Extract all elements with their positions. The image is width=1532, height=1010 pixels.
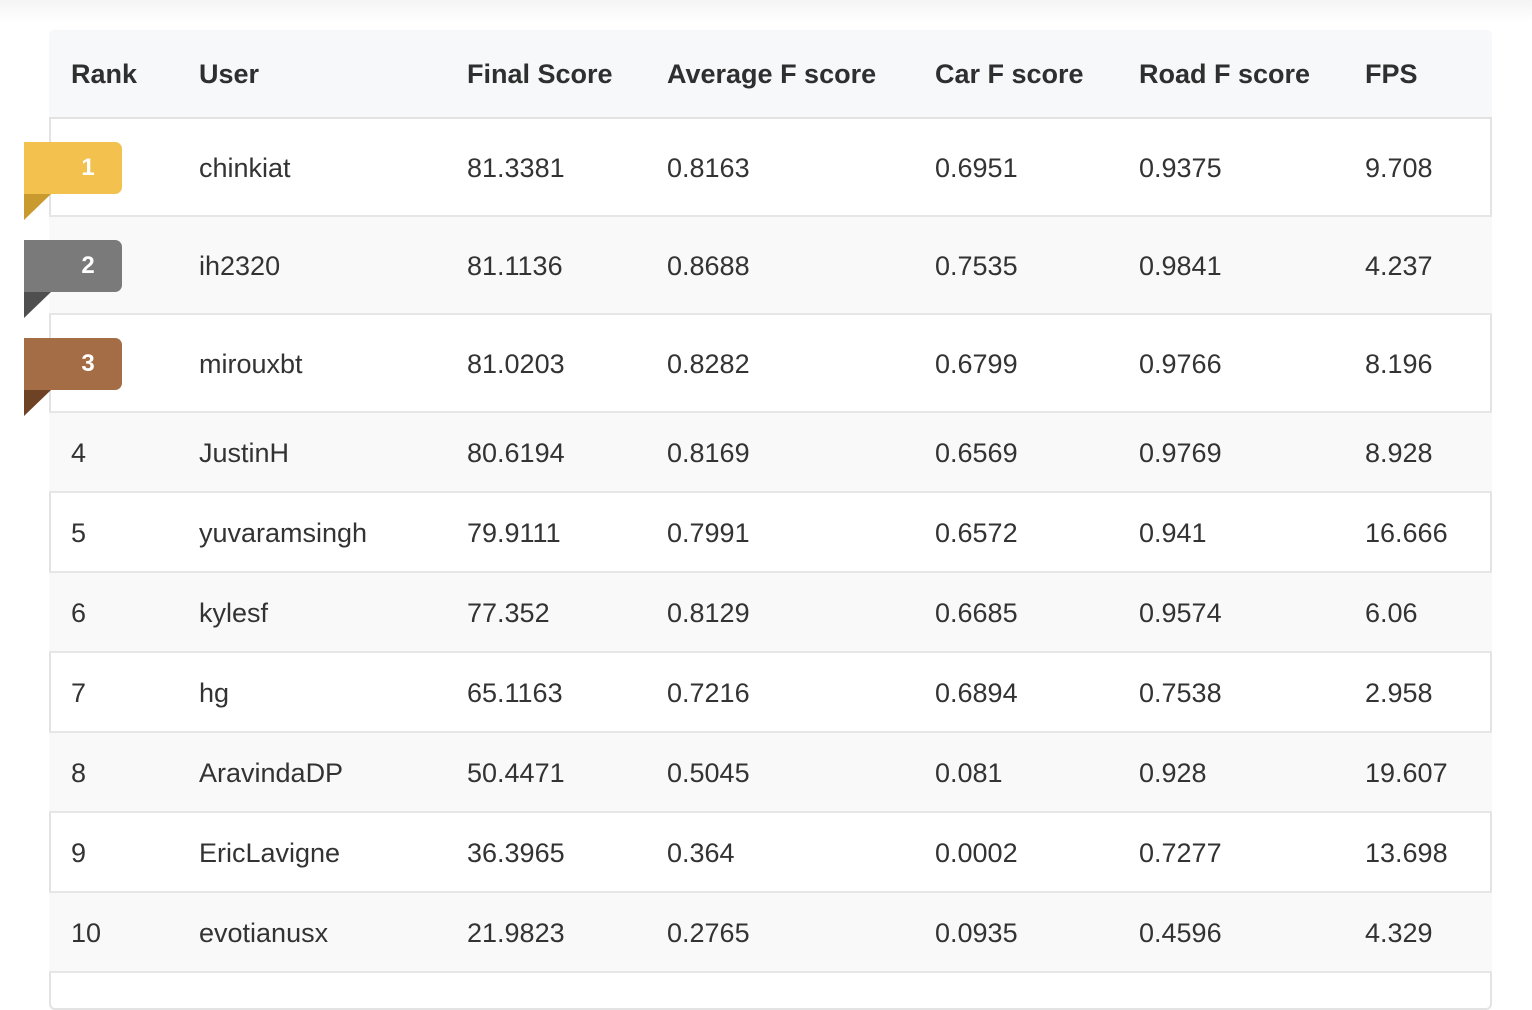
rank-medal-badge: 3 [24, 338, 122, 390]
rank-cell: 6 [71, 598, 87, 628]
average-f-score-cell: 0.8282 [667, 349, 750, 379]
car-f-score-cell: 0.6685 [935, 598, 1018, 628]
table-row: 4 JustinH 80.6194 0.8169 0.6569 0.9769 8.928 [49, 413, 1492, 493]
header-car-f-score[interactable]: Car F score [935, 59, 1084, 89]
table-row: 6 kylesf 77.352 0.8129 0.6685 0.9574 6.06 [49, 573, 1492, 653]
average-f-score-cell: 0.8129 [667, 598, 750, 628]
fps-cell: 8.928 [1365, 438, 1433, 468]
car-f-score-cell: 0.6894 [935, 678, 1018, 708]
final-score-cell: 81.1136 [467, 251, 563, 281]
car-f-score-cell: 0.6799 [935, 349, 1018, 379]
average-f-score-cell: 0.7216 [667, 678, 750, 708]
road-f-score-cell: 0.941 [1139, 518, 1207, 548]
car-f-score-cell: 0.6569 [935, 438, 1018, 468]
final-score-cell: 50.4471 [467, 758, 565, 788]
header-rank[interactable]: Rank [71, 59, 138, 89]
final-score-cell: 81.0203 [467, 349, 565, 379]
final-score-cell: 36.3965 [467, 838, 565, 868]
rank-cell: 9 [71, 838, 87, 868]
header-road-f-score[interactable]: Road F score [1139, 59, 1311, 89]
fps-cell: 9.708 [1365, 153, 1433, 183]
rank-medal-number: 2 [81, 252, 95, 279]
table-row: 9 EricLavigne 36.3965 0.364 0.0002 0.7277 13.6… [49, 813, 1492, 893]
medal-ribbon-fold [24, 390, 51, 416]
road-f-score-cell: 0.9766 [1139, 349, 1222, 379]
leaderboard-header: Rank User Final Score Average F score Ca… [49, 30, 1492, 119]
road-f-score-cell: 0.7277 [1139, 838, 1222, 868]
rank-cell: 10 [71, 918, 102, 948]
table-row: 8 AravindaDP 50.4471 0.5045 0.081 0.928 19.607 [49, 733, 1492, 813]
user-cell: EricLavigne [199, 838, 341, 868]
fps-cell: 6.06 [1365, 598, 1418, 628]
user-cell: mirouxbt [199, 349, 303, 379]
user-cell: chinkiat [199, 153, 291, 183]
table-row: 10 evotianusx 21.9823 0.2765 0.0935 0.4596 4.3… [49, 893, 1492, 973]
table-row: mirouxbt 81.0203 0.8282 0.6799 0.9766 8.196 [49, 315, 1492, 413]
average-f-score-cell: 0.5045 [667, 758, 750, 788]
average-f-score-cell: 0.2765 [667, 918, 750, 948]
fps-cell: 2.958 [1365, 678, 1433, 708]
rank-medal-badge: 2 [24, 240, 122, 292]
user-cell: hg [199, 678, 230, 708]
fps-cell: 8.196 [1365, 349, 1433, 379]
header-fps[interactable]: FPS [1365, 59, 1418, 89]
rank-cell: 4 [71, 438, 87, 468]
road-f-score-cell: 0.9375 [1139, 153, 1222, 183]
final-score-cell: 65.1163 [467, 678, 563, 708]
car-f-score-cell: 0.7535 [935, 251, 1018, 281]
average-f-score-cell: 0.8688 [667, 251, 750, 281]
user-cell: ih2320 [199, 251, 281, 281]
rank-cell: 8 [71, 758, 87, 788]
average-f-score-cell: 0.364 [667, 838, 735, 868]
user-cell: kylesf [199, 598, 269, 628]
car-f-score-cell: 0.6951 [935, 153, 1018, 183]
car-f-score-cell: 0.0002 [935, 838, 1018, 868]
rank-cell: 5 [71, 518, 87, 548]
fps-cell: 13.698 [1365, 838, 1448, 868]
car-f-score-cell: 0.6572 [935, 518, 1018, 548]
road-f-score-cell: 0.9769 [1139, 438, 1222, 468]
final-score-cell: 81.3381 [467, 153, 565, 183]
final-score-cell: 77.352 [467, 598, 550, 628]
header-average-f-score[interactable]: Average F score [667, 59, 877, 89]
top-shadow [0, 0, 1532, 22]
final-score-cell: 79.9111 [467, 518, 561, 548]
average-f-score-cell: 0.8163 [667, 153, 750, 183]
rank-medal-number: 3 [81, 350, 95, 377]
table-row: ih2320 81.1136 0.8688 0.7535 0.9841 4.237 [49, 217, 1492, 315]
fps-cell: 19.607 [1365, 758, 1448, 788]
rank-cell: 7 [71, 678, 87, 708]
header-final-score[interactable]: Final Score [467, 59, 613, 89]
user-cell: AravindaDP [199, 758, 344, 788]
fps-cell: 4.237 [1365, 251, 1433, 281]
road-f-score-cell: 0.9574 [1139, 598, 1222, 628]
final-score-cell: 21.9823 [467, 918, 565, 948]
medal-ribbon-fold [24, 194, 51, 220]
road-f-score-cell: 0.928 [1139, 758, 1207, 788]
rank-medal-badge: 1 [24, 142, 122, 194]
car-f-score-cell: 0.0935 [935, 918, 1018, 948]
car-f-score-cell: 0.081 [935, 758, 1003, 788]
header-user[interactable]: User [199, 59, 260, 89]
average-f-score-cell: 0.8169 [667, 438, 750, 468]
table-row: chinkiat 81.3381 0.8163 0.6951 0.9375 9.708 [49, 119, 1492, 217]
road-f-score-cell: 0.9841 [1139, 251, 1222, 281]
table-row: 5 yuvaramsingh 79.9111 0.7991 0.6572 0.941 16.… [49, 493, 1492, 573]
user-cell: yuvaramsingh [199, 518, 368, 548]
fps-cell: 4.329 [1365, 918, 1433, 948]
user-cell: JustinH [199, 438, 290, 468]
final-score-cell: 80.6194 [467, 438, 565, 468]
road-f-score-cell: 0.4596 [1139, 918, 1222, 948]
table-row: 7 hg 65.1163 0.7216 0.6894 0.7538 2.958 [49, 653, 1492, 733]
road-f-score-cell: 0.7538 [1139, 678, 1222, 708]
fps-cell: 16.666 [1365, 518, 1448, 548]
medal-ribbon-fold [24, 292, 51, 318]
average-f-score-cell: 0.7991 [667, 518, 750, 548]
leaderboard-panel [49, 30, 1492, 1010]
rank-medal-number: 1 [81, 154, 95, 181]
user-cell: evotianusx [199, 918, 329, 948]
